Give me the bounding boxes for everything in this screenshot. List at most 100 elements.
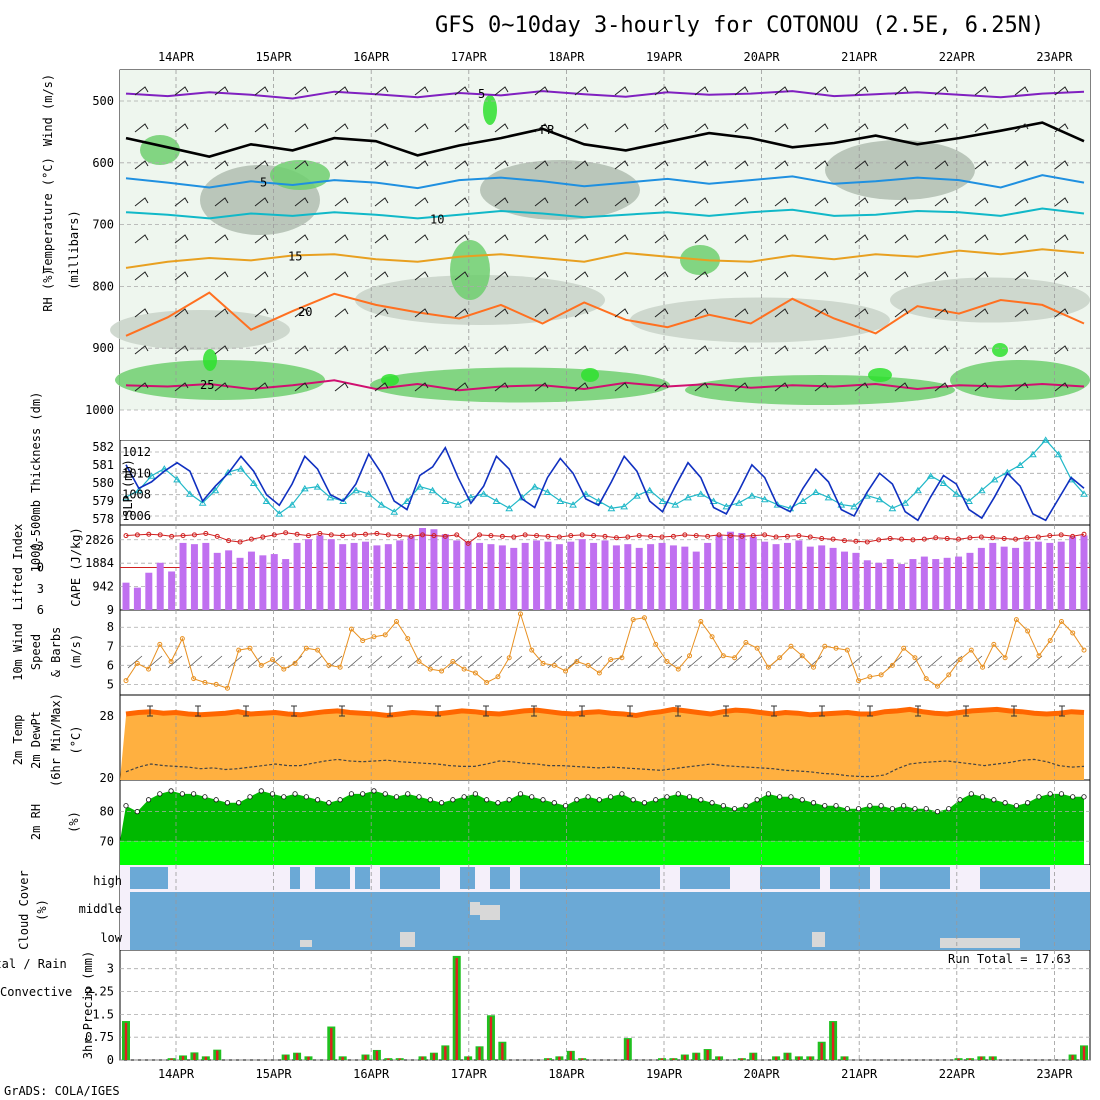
wind-barb xyxy=(534,160,549,170)
date-label-top: 18APR xyxy=(548,50,585,64)
high-cloud xyxy=(355,867,370,889)
wind-speed-marker xyxy=(247,645,253,651)
precip-tick: 2.25 xyxy=(85,985,114,999)
cape-bar xyxy=(704,542,712,610)
li-marker xyxy=(978,534,984,540)
wind-barb xyxy=(534,86,549,96)
cloud-row-middle: middle xyxy=(79,902,122,916)
wind-barb xyxy=(974,234,989,244)
wind-barb xyxy=(494,308,509,318)
cape-bar xyxy=(647,544,655,610)
rh2m-marker xyxy=(720,803,726,809)
cape-bar xyxy=(612,545,620,610)
thickness-marker xyxy=(173,475,181,483)
li-marker xyxy=(967,535,973,541)
rh2m-marker xyxy=(1002,800,1008,806)
rh-shaded-area xyxy=(581,368,599,382)
cape-bar xyxy=(955,556,963,610)
wind-barb xyxy=(214,271,229,281)
wind-barb xyxy=(654,308,669,318)
temp-errorbar xyxy=(531,705,537,717)
wind-barb xyxy=(614,197,629,207)
wind-barb xyxy=(614,123,629,133)
rh2m-marker xyxy=(855,806,862,812)
precip-convective-bar xyxy=(466,1056,470,1060)
cape-bar xyxy=(259,555,267,610)
wind-barb xyxy=(174,86,189,96)
rh2m-marker xyxy=(236,800,242,806)
wind-barb xyxy=(534,308,549,318)
wind-barb-10m xyxy=(487,655,503,669)
temp-errorbar xyxy=(579,705,585,717)
cape-bar xyxy=(749,536,757,610)
precip-convective-bar xyxy=(170,1058,173,1060)
li-marker xyxy=(956,536,962,542)
millibars-axis-label: (millibars) xyxy=(67,210,81,289)
wind-barb xyxy=(934,271,949,281)
li-marker xyxy=(944,535,950,541)
wind-speed-marker xyxy=(946,672,952,678)
wind-barb xyxy=(294,160,309,170)
temp-errorbar xyxy=(483,705,489,717)
rh2m-marker xyxy=(438,800,445,806)
cape-bar xyxy=(464,541,472,610)
wind-speed-marker xyxy=(371,634,377,640)
cape-bar xyxy=(544,541,552,610)
cape-bar xyxy=(669,545,677,610)
thickness-tick: 581 xyxy=(92,458,114,472)
wind-speed-marker xyxy=(168,659,174,665)
cape-bar xyxy=(327,539,335,610)
thickness-marker xyxy=(403,497,411,504)
wind-barb xyxy=(774,160,789,170)
rh2m-marker xyxy=(202,794,208,800)
wind-barb xyxy=(414,234,429,244)
rh2m-marker xyxy=(788,794,794,800)
date-label-bottom: 20APR xyxy=(744,1067,781,1081)
thickness-marker xyxy=(428,486,437,494)
li-marker xyxy=(442,533,448,539)
rh2m-marker xyxy=(698,797,704,803)
wind-barb-10m xyxy=(367,655,383,669)
rh2m-marker xyxy=(168,788,174,794)
rh2m-marker xyxy=(619,791,625,797)
rh2m-marker xyxy=(405,791,411,797)
precip-convective-bar xyxy=(706,1049,709,1060)
cape-bar xyxy=(384,544,392,610)
rh2m-marker xyxy=(258,788,264,794)
temp-axis-label-4: (°C) xyxy=(69,726,83,755)
wind-barb xyxy=(934,382,949,392)
wind-barb xyxy=(174,197,189,207)
thickness-marker xyxy=(211,486,220,494)
wind-barb xyxy=(534,123,549,133)
footer-credit: GrADS: COLA/IGES xyxy=(4,1084,120,1098)
thickness-marker xyxy=(875,495,884,503)
thickness-marker xyxy=(658,497,667,504)
wind-barb xyxy=(174,234,189,244)
isotherm-line xyxy=(125,174,1085,190)
date-label-top: 15APR xyxy=(256,50,293,64)
wind-barb xyxy=(894,271,909,281)
temp-axis-label-1: 2m Temp xyxy=(11,715,25,766)
li-marker xyxy=(648,533,654,539)
cape-bar xyxy=(156,562,164,610)
wind-speed-marker xyxy=(563,668,569,674)
wind-barb xyxy=(494,271,509,281)
wind-barb xyxy=(694,197,709,207)
thickness-marker xyxy=(518,493,526,501)
li-marker xyxy=(613,535,619,541)
wind-barb xyxy=(1014,160,1029,170)
li-marker xyxy=(1001,535,1007,541)
li-marker xyxy=(876,537,882,543)
thickness-marker xyxy=(466,493,475,501)
high-cloud xyxy=(490,867,510,889)
cape-bar xyxy=(1023,541,1031,610)
wind-barb-10m xyxy=(967,655,983,669)
temp-band xyxy=(125,706,1085,719)
wind-barb xyxy=(734,308,749,318)
wind-barb xyxy=(454,160,469,170)
wind-speed-marker xyxy=(1081,647,1087,653)
high-cloud xyxy=(830,867,870,889)
wind-speed-marker xyxy=(1047,638,1053,644)
thickness-marker xyxy=(977,486,986,494)
rh2m-axis-label-1: 2m RH xyxy=(29,804,43,840)
